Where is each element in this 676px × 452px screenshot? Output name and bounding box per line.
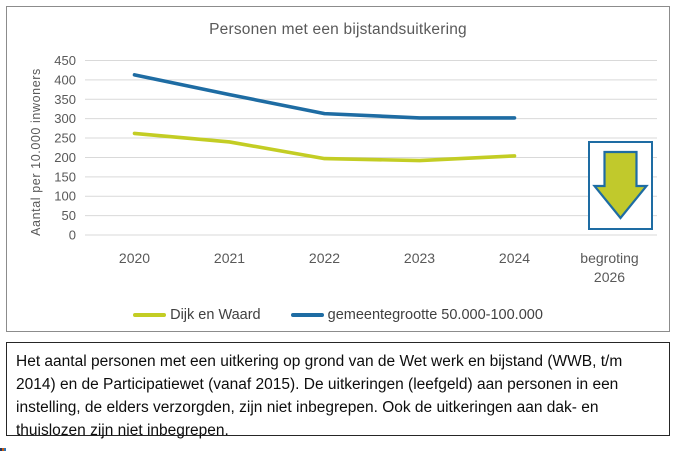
- svg-text:2022: 2022: [309, 250, 340, 266]
- svg-text:2020: 2020: [119, 250, 150, 266]
- legend-label: Dijk en Waard: [170, 307, 261, 323]
- cropped-icon-artifact: [0, 448, 6, 451]
- line-swatch-gemeentegrootte: [290, 313, 324, 317]
- svg-text:2024: 2024: [499, 250, 530, 266]
- svg-text:2026: 2026: [594, 269, 625, 285]
- svg-text:200: 200: [54, 150, 76, 165]
- svg-text:begroting: begroting: [580, 250, 638, 266]
- description-panel: Het aantal personen met een uitkering op…: [6, 342, 670, 439]
- chart-plot: 0 50 100 150 200 250 300 350 400 450 2020 2021 2022 2…: [54, 53, 657, 285]
- down-arrow-icon: [592, 150, 649, 220]
- chart-panel: Personen met een bijstandsuitkering Aant…: [6, 6, 670, 332]
- svg-text:350: 350: [54, 92, 76, 107]
- svg-text:2021: 2021: [214, 250, 245, 266]
- svg-text:300: 300: [54, 111, 76, 126]
- svg-text:50: 50: [62, 208, 76, 223]
- legend-item-gemeentegrootte: gemeentegrootte 50.000-100.000: [290, 307, 543, 323]
- svg-text:150: 150: [54, 169, 76, 184]
- svg-text:2023: 2023: [404, 250, 435, 266]
- svg-text:250: 250: [54, 131, 76, 146]
- chart-legend: Dijk en Waard gemeentegrootte 50.000-100…: [7, 303, 669, 327]
- line-swatch-dijk-en-waard: [133, 313, 167, 317]
- description-text: Het aantal personen met een uitkering op…: [16, 353, 623, 439]
- chart-title: Personen met een bijstandsuitkering: [209, 21, 467, 38]
- svg-text:400: 400: [54, 72, 76, 87]
- svg-text:0: 0: [69, 228, 76, 243]
- legend-label: gemeentegrootte 50.000-100.000: [327, 307, 543, 323]
- trend-annotation-box: [588, 141, 653, 230]
- svg-text:100: 100: [54, 189, 76, 204]
- svg-text:450: 450: [54, 53, 76, 68]
- legend-item-dijk-en-waard: Dijk en Waard: [133, 307, 261, 323]
